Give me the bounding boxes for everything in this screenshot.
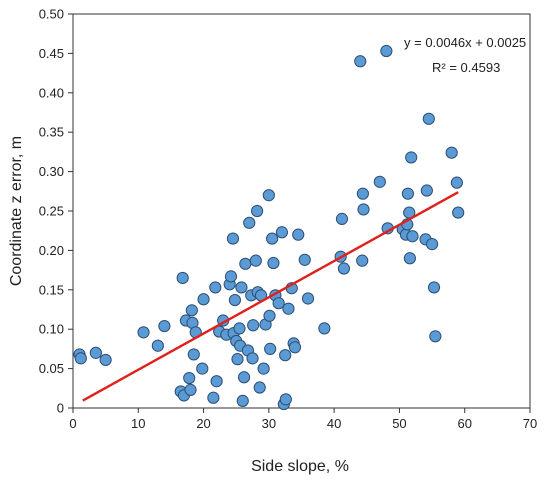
data-point [282, 302, 295, 315]
data-point [253, 381, 266, 394]
data-point [445, 146, 458, 159]
equation-annotation: y = 0.0046x + 0.0025 [404, 35, 526, 50]
data-point [356, 187, 369, 200]
data-point [337, 262, 351, 275]
y-axis-title: Coordinate z error, m [8, 136, 25, 286]
y-tick-label: 0.25 [39, 204, 64, 219]
data-point [288, 341, 302, 354]
data-point [246, 352, 259, 365]
data-point [420, 184, 433, 197]
data-point [357, 203, 370, 216]
y-tick-label: 0.20 [39, 243, 64, 258]
x-tick-label: 0 [69, 416, 76, 431]
data-point [197, 293, 210, 306]
data-point [450, 176, 463, 189]
y-tick-label: 0.30 [39, 164, 64, 179]
data-point [247, 319, 260, 332]
data-point [239, 257, 252, 270]
data-point [209, 281, 222, 294]
data-point [298, 253, 311, 266]
data-point [257, 362, 270, 375]
data-point [429, 330, 442, 343]
data-point [226, 232, 240, 245]
data-point [405, 151, 418, 164]
data-point [196, 362, 209, 375]
x-tick-label: 70 [523, 416, 537, 431]
x-tick-label: 20 [196, 416, 210, 431]
y-tick-label: 0 [57, 401, 64, 416]
data-point [422, 112, 435, 125]
data-point [264, 342, 277, 355]
data-point [401, 187, 415, 200]
data-point [233, 322, 246, 335]
data-point [228, 293, 242, 307]
data-point [237, 371, 251, 384]
data-point [235, 281, 248, 294]
x-tick-label: 40 [327, 416, 341, 431]
data-point [249, 254, 262, 267]
data-point [183, 371, 196, 385]
data-point [356, 254, 369, 267]
data-point [184, 383, 197, 396]
data-point [251, 204, 264, 218]
data-point [243, 216, 256, 229]
data-point [262, 189, 275, 202]
x-tick-label: 50 [392, 416, 406, 431]
data-point [403, 252, 416, 265]
data-points [73, 44, 465, 411]
data-point [99, 353, 112, 367]
y-axis: 0 0.05 0.10 0.15 0.20 0.25 0.30 0.35 0.40 0.45 0.5… [39, 7, 73, 416]
y-tick-label: 0.35 [39, 125, 64, 140]
x-tick-label: 10 [131, 416, 145, 431]
y-tick-label: 0.40 [39, 85, 64, 100]
data-point [406, 230, 419, 243]
data-point [279, 349, 292, 362]
data-point [185, 304, 198, 317]
data-point [176, 271, 189, 285]
data-point [187, 348, 200, 361]
data-point [267, 256, 280, 270]
data-point [74, 352, 87, 365]
data-point [151, 339, 164, 352]
data-point [380, 44, 393, 58]
x-axis-title: Side slope, % [251, 458, 349, 475]
data-point [292, 228, 305, 241]
y-tick-label: 0.45 [39, 46, 64, 61]
data-point [89, 346, 102, 359]
data-point [425, 237, 439, 251]
x-axis: 0 10 20 30 40 50 60 70 [69, 408, 537, 431]
y-tick-label: 0.10 [39, 322, 64, 337]
data-point [137, 326, 150, 339]
data-point [427, 281, 441, 294]
data-point [279, 393, 292, 406]
data-point [335, 212, 349, 225]
data-point [236, 394, 249, 408]
data-point [354, 55, 367, 68]
data-point [301, 292, 315, 305]
data-point [275, 226, 289, 239]
y-tick-label: 0.15 [39, 282, 64, 297]
data-point [452, 206, 465, 219]
r-squared-annotation: R² = 0.4593 [432, 60, 500, 75]
data-point [207, 391, 220, 404]
x-tick-label: 60 [457, 416, 471, 431]
y-tick-label: 0.50 [39, 7, 64, 22]
trendline [82, 191, 459, 402]
data-point [318, 322, 331, 335]
data-point [224, 270, 238, 283]
data-point [158, 319, 171, 333]
data-point [272, 297, 285, 310]
data-point [210, 375, 223, 388]
y-tick-label: 0.05 [39, 361, 64, 376]
data-point [266, 232, 279, 245]
data-point [263, 309, 276, 322]
x-tick-label: 30 [262, 416, 276, 431]
data-point [231, 353, 244, 366]
trendline-layer [82, 191, 459, 402]
data-point [373, 175, 386, 188]
